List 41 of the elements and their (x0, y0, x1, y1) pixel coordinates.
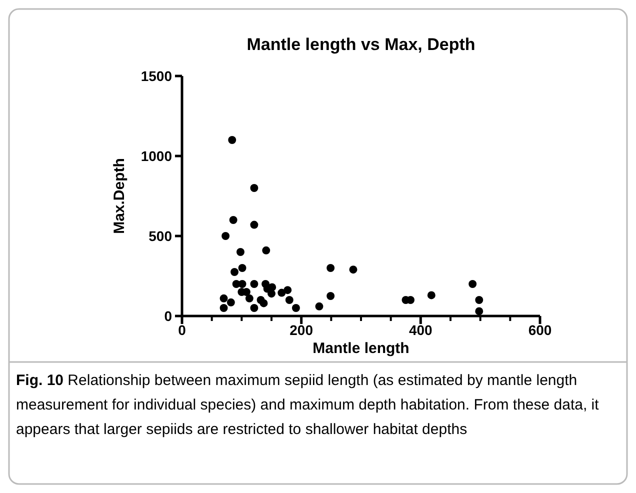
point (475, 296, 484, 304)
point (315, 302, 324, 310)
y-tick-label: 1000 (140, 148, 172, 164)
point (229, 216, 238, 224)
point (236, 248, 244, 256)
point (326, 264, 335, 272)
point (228, 136, 236, 144)
x-tick-label: 400 (408, 322, 433, 338)
point (292, 304, 300, 312)
y-tick-label: 1500 (140, 68, 172, 84)
point (250, 184, 258, 192)
x-axis-title: Mantle length (312, 340, 410, 357)
point (260, 299, 268, 308)
point (349, 266, 358, 274)
point (222, 232, 230, 240)
point (326, 292, 335, 300)
point (278, 288, 286, 297)
y-tick-label: 500 (148, 228, 172, 244)
x-tick-label: 0 (178, 322, 186, 338)
point (475, 307, 484, 316)
point (250, 304, 258, 312)
point (285, 296, 294, 304)
point (250, 220, 258, 229)
chart-title: Mantle length vs Max, Depth (246, 35, 476, 54)
point (262, 246, 270, 254)
point (250, 280, 258, 288)
y-axis-title: Max.Depth (111, 158, 128, 234)
point (220, 304, 228, 312)
point (427, 291, 436, 300)
point (220, 294, 228, 302)
point (284, 286, 292, 294)
x-tick-label: 200 (290, 322, 314, 338)
x-tick-label: 600 (528, 322, 552, 338)
point (230, 268, 238, 276)
point (468, 280, 477, 288)
point (238, 264, 246, 272)
point (238, 280, 246, 288)
point (245, 294, 254, 302)
caption: Fig. 10 Relationship between maximum sepiid length (as estimated by mantle length measurement for individual species) and maximum depth habitation. From these data, it appears that larger sepiids are restricted to shallower habitat depths (16, 372, 600, 438)
y-tick-label: 0 (164, 308, 172, 324)
point (226, 298, 235, 306)
